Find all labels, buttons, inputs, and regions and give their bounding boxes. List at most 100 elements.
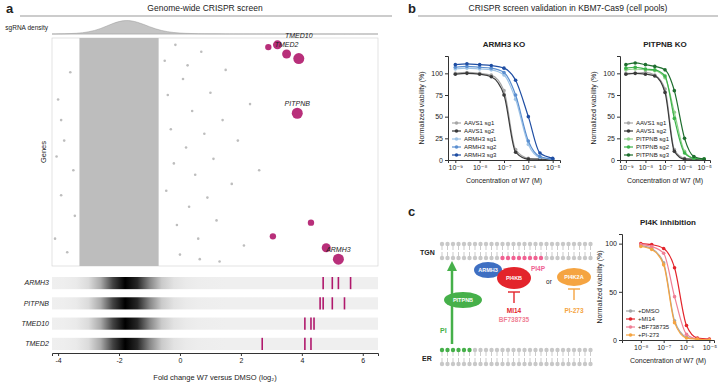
y-axis-title: sgRNA density	[5, 24, 48, 32]
lipid-tail	[524, 252, 525, 256]
x-tick-label: 6	[361, 357, 365, 364]
gene-point	[258, 169, 261, 172]
y-tick-mark	[445, 117, 448, 118]
lipid-tail	[491, 246, 492, 250]
x-tick-label: 10⁻⁹	[619, 164, 633, 171]
gene-point	[60, 194, 63, 197]
inhibition-stem	[573, 289, 574, 300]
y-tick-label: 100	[605, 240, 617, 247]
x-tick-mark	[302, 353, 303, 356]
lipid-tail	[480, 352, 481, 356]
sgrna-tick	[338, 277, 340, 289]
series-point	[702, 157, 706, 160]
lipid-tail	[585, 358, 586, 362]
x-tick: -4	[55, 353, 61, 364]
lipid-tail	[480, 246, 481, 250]
lipid-head	[583, 256, 587, 260]
gene-point	[185, 146, 188, 149]
series-point	[551, 157, 555, 160]
dose-chart: 10⁻⁹10⁻⁸10⁻⁷10⁻⁶10⁻⁵0255075100ARMH3 KOCo…	[418, 40, 561, 185]
lipid-tail	[519, 358, 520, 362]
x-axis: 10⁻⁸10⁻⁷10⁻⁶10⁻⁵	[623, 340, 718, 351]
lipid-head	[462, 362, 466, 366]
gene-point	[212, 158, 215, 161]
connector-label: or	[546, 278, 553, 285]
lipid-head	[550, 348, 554, 352]
lipid-tail	[486, 352, 487, 356]
lipid-head	[484, 348, 488, 352]
gene-point	[163, 60, 166, 63]
sgrna-tick	[331, 277, 333, 289]
lipid-head	[539, 242, 543, 246]
series-point	[662, 247, 666, 251]
x-tick-label: 10⁻⁵	[546, 164, 560, 171]
legend-label: PITPNB sg2	[636, 144, 670, 150]
sgrna-tick	[304, 318, 306, 330]
y-axis-line	[445, 57, 449, 161]
lipid-tail	[475, 352, 476, 356]
gene-point	[66, 251, 69, 254]
legend-label: AAVS1 sg1	[464, 120, 495, 126]
lipid-head	[500, 348, 504, 352]
header-rule	[418, 16, 718, 17]
lipid-head	[544, 242, 548, 246]
lipid-head	[539, 348, 543, 352]
sgrna-tick	[322, 277, 324, 289]
x-tick-label: 10⁻⁹	[449, 164, 463, 171]
y-tick-mark	[617, 160, 620, 161]
gene-point	[54, 237, 57, 240]
series-point	[708, 338, 712, 340]
x-tick: 10⁻⁹	[619, 160, 633, 171]
protein-label: ARMH3	[478, 267, 498, 273]
gene-point	[55, 155, 58, 158]
lipid-tail	[524, 246, 525, 250]
lipid-tail	[535, 246, 536, 250]
y-tick: 100	[431, 70, 448, 77]
lipid-tail	[442, 352, 443, 356]
sgrna-tick	[304, 338, 306, 350]
x-tick: 10⁻⁶	[678, 160, 692, 171]
lipid-head	[517, 362, 521, 366]
series-point	[502, 66, 506, 70]
lipid-head	[478, 348, 482, 352]
series-point	[673, 321, 677, 325]
gene-point	[173, 162, 176, 165]
y-axis-title: Normalized viability (%)	[418, 71, 426, 144]
lipid-tail	[442, 252, 443, 256]
series-point	[662, 251, 666, 255]
lipid-head	[456, 348, 460, 352]
x-tick-label: 10⁻⁷	[657, 344, 671, 351]
lipid-tail	[464, 358, 465, 362]
lipid-head	[445, 256, 449, 260]
lipid-head	[473, 348, 477, 352]
x-tick-label: 10⁻⁸	[639, 164, 653, 171]
legend-marker	[629, 317, 633, 321]
lipid-tail	[535, 352, 536, 356]
lipid-tail	[458, 246, 459, 250]
lipid-tail	[453, 246, 454, 250]
lipid-head	[577, 256, 581, 260]
lipid-head	[478, 256, 482, 260]
legend-marker	[629, 325, 633, 329]
lipid-tail	[475, 358, 476, 362]
x-axis: 10⁻⁹10⁻⁸10⁻⁷10⁻⁶10⁻⁵	[449, 160, 561, 171]
gene-point	[215, 219, 218, 222]
lipid-tail	[513, 358, 514, 362]
series-point	[551, 156, 555, 160]
lipid-head	[462, 348, 466, 352]
series-point	[653, 74, 657, 78]
lipid-tail	[552, 246, 553, 250]
lipid-tail	[590, 252, 591, 256]
lipid-head	[561, 348, 565, 352]
series-point	[633, 72, 637, 76]
lipid-tail	[519, 252, 520, 256]
lipid-tail	[480, 252, 481, 256]
y-axis: 0255075100	[603, 57, 620, 164]
lipid-head	[467, 256, 471, 260]
lipid-tail	[552, 252, 553, 256]
lipid-head	[517, 256, 521, 260]
gene-point	[243, 244, 246, 247]
lipid-head	[500, 362, 504, 366]
series-point	[551, 157, 555, 160]
series-point	[644, 68, 648, 72]
